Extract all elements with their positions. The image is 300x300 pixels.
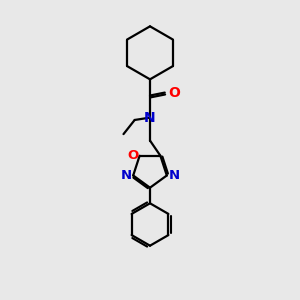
- Text: O: O: [127, 149, 138, 162]
- Text: O: O: [168, 85, 180, 100]
- Text: N: N: [121, 169, 132, 182]
- Text: N: N: [168, 169, 179, 182]
- Text: N: N: [144, 111, 156, 124]
